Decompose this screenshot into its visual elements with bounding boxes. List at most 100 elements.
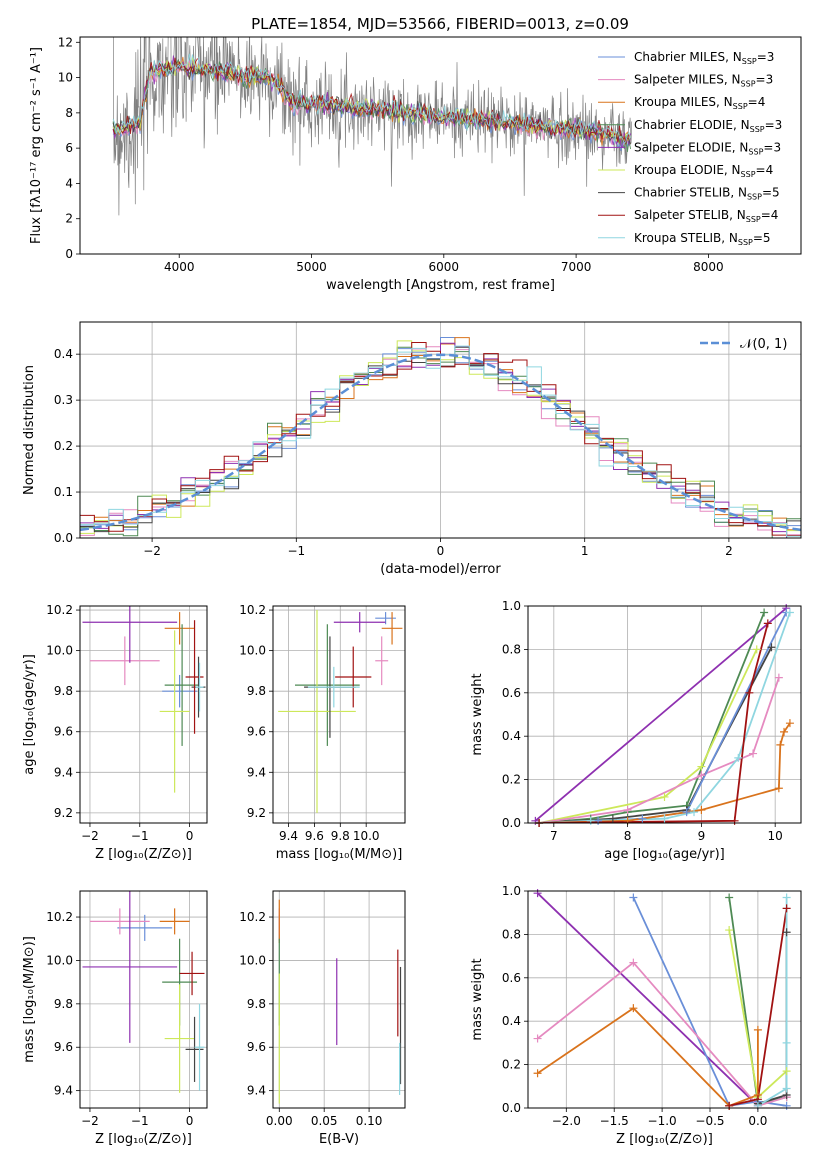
legend-label: Chabrier ELODIE, NSSP=3 [634,118,782,134]
weight-marker [697,771,706,780]
legend-label: Chabrier MILES, NSSP=3 [634,50,774,66]
y-tick-label: 9.2 [247,806,266,820]
x-tick-label: −1 [131,1114,149,1128]
y-tick-label: 0.8 [502,927,521,941]
y-tick-label: 0.6 [502,971,521,985]
weight-marker [780,727,789,736]
panel-mass-weight-vs-age: 7 8 9 10 0.0 0.2 0.4 0.6 0.8 1.0 age [log₁₀(age/yr… [470,599,802,862]
weight-line [538,649,758,823]
weight-marker [623,805,632,814]
panel-mass-vs-EBV: 0.00 0.05 0.10 9.4 9.6 9.8 10.0 10.2 E(B-V) [239,890,406,1147]
weight-line [539,612,788,823]
legend-value: =3 [765,118,783,132]
y-tick-label: 9.8 [54,684,73,698]
x-tick-label: −2.0 [552,1114,581,1128]
weight-line [534,607,787,822]
x-tick-label: −1.5 [600,1114,629,1128]
x-tick-label: 0 [186,1114,194,1128]
x-tick-label: 6000 [429,260,460,274]
weight-marker [749,749,758,758]
y-tick-label: 10.0 [239,953,266,967]
weight-line [537,961,787,1107]
weight-marker [734,753,743,762]
y-tick-label: 0.2 [502,1058,521,1072]
y-tick-label: 9.2 [54,806,73,820]
weight-marker [782,1101,791,1110]
y-tick-label: 10.2 [46,910,73,924]
axes-frame [527,605,802,824]
x-axis-label: age [log₁₀(age/yr)] [604,847,725,862]
y-tick-label: 0.1 [54,485,73,499]
weight-marker [682,808,691,817]
weight-marker [533,1069,542,1078]
legend-label: Kroupa STELIB, NSSP=5 [634,231,771,247]
model-kroupa-stelib [112,53,632,144]
weight-line [539,612,765,823]
weight-marker [745,688,754,697]
weight-marker [690,808,699,817]
y-tick-label: 0 [65,247,73,261]
y-tick-label: 0.6 [502,686,521,700]
y-tick-label: 8 [65,106,73,120]
x-tick-label: 9.8 [331,829,350,843]
legend-value: =3 [763,140,781,154]
y-tick-label: 0.3 [54,393,73,407]
y-tick-label: 10.0 [46,644,73,658]
y-tick-label: 9.6 [54,725,73,739]
weight-marker [753,1025,762,1034]
legend-subscript: SSP [748,147,763,156]
legend-label: Kroupa MILES, NSSP=4 [634,95,765,111]
axes-frame [79,605,208,824]
legend-subscript: SSP [746,215,761,224]
x-axis-label: Z [log₁₀(Z/Z⊙)] [95,847,192,862]
figure-title: PLATE=1854, MJD=53566, FIBERID=0013, z=0… [251,15,629,33]
panel-mass-vs-Z: −2 −1 0 9.4 9.6 9.8 10.0 10.2 Z [log₁₀(Z/Z⊙)] mas… [22,890,208,1147]
x-tick-label: 8 [624,829,632,843]
weight-marker [697,805,706,814]
y-tick-label: 2 [65,212,73,226]
y-tick-label: 0.0 [54,531,73,545]
weight-marker [752,645,761,654]
y-tick-label: 0.2 [502,773,521,787]
y-axis-label: age [log₁₀(age/yr)] [22,654,37,775]
x-tick-label: −1 [131,829,149,843]
y-tick-label: 0.0 [502,1101,521,1115]
weight-marker [776,740,785,749]
y-tick-label: 10.0 [239,644,266,658]
y-axis-label: Flux [fλ10⁻¹⁷ erg cm⁻² s⁻¹ A⁻¹] [29,47,44,244]
x-axis-label: mass [log₁₀(M/M⊙)] [276,847,403,862]
legend-subscript: SSP [741,80,756,89]
weight-line [757,897,788,1107]
y-tick-label: 9.4 [54,1084,73,1098]
weight-marker [782,1038,791,1047]
weight-marker [774,673,783,682]
panel-mass-weight-vs-Z: −2.0 −1.5 −1.0 −0.5 0.0 0.0 0.2 0.4 0.6 0.8 1.0 Z [… [470,884,802,1147]
panel-residuals: −2 −1 0 1 2 0.0 0.1 0.2 0.3 0.4 (data-model)/error… [22,321,802,577]
legend-value: =5 [762,186,780,200]
legend-label: Kroupa ELODIE, NSSP=4 [634,163,773,179]
x-tick-label: 4000 [164,260,195,274]
plot-area [278,899,402,1104]
x-tick-label: 0.05 [311,1114,338,1128]
y-tick-label: 10.2 [239,910,266,924]
weight-marker [660,792,669,801]
x-tick-label: 2 [725,544,733,558]
x-tick-label: −2 [81,829,99,843]
x-axis-label: E(B-V) [319,1132,359,1147]
y-tick-label: 0.2 [54,439,73,453]
legend-subscript: SSP [742,57,757,66]
y-tick-label: 9.6 [54,1040,73,1054]
weight-marker [782,1067,791,1076]
weight-marker [629,893,638,902]
plot-area [82,891,205,1093]
plot-area [80,337,801,538]
histogram-kroupa-stelib [80,345,801,537]
weight-line [536,892,759,1107]
x-axis-label: (data-model)/error [380,562,501,577]
axes-frame [79,36,802,255]
x-axis-label: wavelength [Angstrom, rest frame] [326,278,555,293]
y-axis-label: Normed distribution [22,365,37,495]
weight-marker [782,904,791,913]
weight-marker [782,893,791,902]
